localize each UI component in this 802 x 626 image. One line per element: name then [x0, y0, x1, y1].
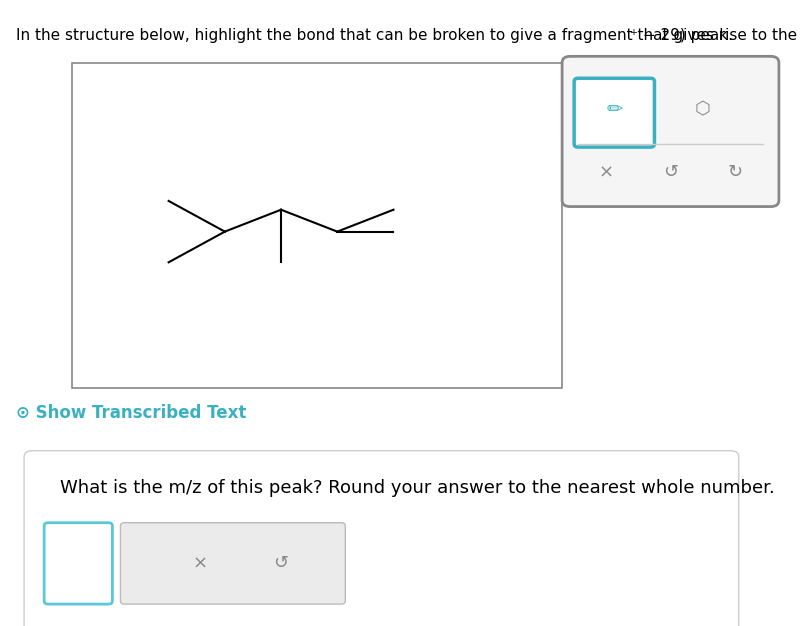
Text: ×: × [598, 163, 613, 181]
FancyBboxPatch shape [573, 78, 654, 147]
Text: ⁺ − 29) peak.: ⁺ − 29) peak. [630, 28, 732, 43]
FancyBboxPatch shape [44, 523, 112, 604]
Text: ↻: ↻ [347, 465, 362, 483]
Text: ↻: ↻ [727, 163, 741, 181]
Text: ⊙ Show Transcribed Text: ⊙ Show Transcribed Text [16, 404, 246, 422]
Text: In the structure below, highlight the bond that can be broken to give a fragment: In the structure below, highlight the bo… [16, 28, 802, 43]
FancyBboxPatch shape [72, 63, 561, 388]
FancyBboxPatch shape [281, 454, 333, 495]
FancyBboxPatch shape [120, 523, 345, 604]
Text: ↺: ↺ [273, 555, 288, 572]
FancyBboxPatch shape [561, 56, 778, 207]
Text: What is the m/z of this peak? Round your answer to the nearest whole number.: What is the m/z of this peak? Round your… [60, 479, 774, 497]
FancyBboxPatch shape [24, 451, 738, 626]
Text: ↺: ↺ [299, 465, 314, 483]
Text: ×: × [192, 555, 208, 572]
Text: ✏: ✏ [606, 100, 622, 119]
FancyBboxPatch shape [329, 454, 381, 495]
Text: ↺: ↺ [662, 163, 677, 181]
Text: ⬡: ⬡ [694, 101, 710, 118]
